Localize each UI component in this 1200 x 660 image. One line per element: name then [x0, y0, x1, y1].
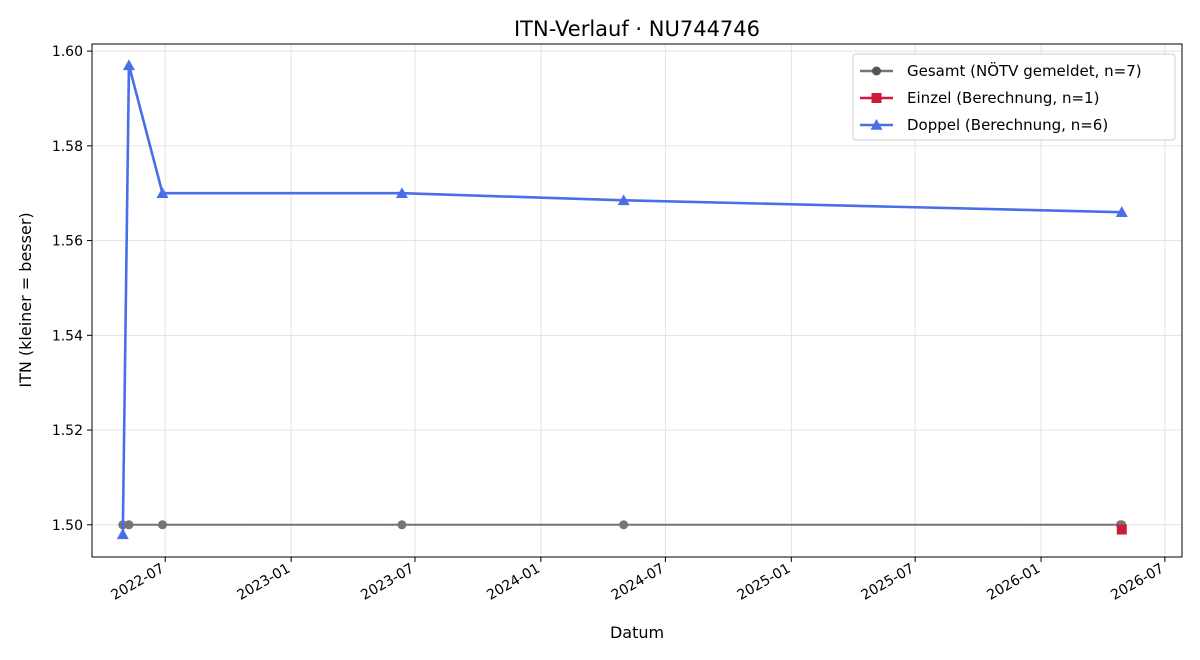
series-2 — [116, 59, 1128, 540]
legend-swatch-marker — [870, 119, 883, 130]
chart-title: ITN-Verlauf · NU744746 — [514, 17, 760, 41]
legend-item: Einzel (Berechnung, n=1) — [860, 89, 1099, 107]
legend-swatch-marker — [872, 66, 881, 76]
data-point — [397, 520, 407, 530]
plot-frame — [91, 43, 1183, 558]
legend-item: Gesamt (NÖTV gemeldet, n=7) — [860, 61, 1142, 80]
y-tick-label: 1.52 — [52, 423, 83, 439]
data-point — [157, 520, 167, 530]
y-tick-label: 1.60 — [52, 44, 83, 60]
legend: Gesamt (NÖTV gemeldet, n=7) Einzel (Berec… — [852, 53, 1176, 141]
x-axis-label: Datum — [610, 623, 664, 642]
y-tick-label: 1.50 — [52, 518, 83, 534]
y-tick-label: 1.56 — [52, 234, 83, 250]
data-point — [116, 528, 129, 540]
data-point — [122, 59, 135, 71]
data-point — [617, 194, 630, 206]
series-layer — [116, 59, 1128, 540]
y-tick-label: 1.54 — [52, 328, 83, 344]
legend-swatch-marker — [871, 93, 882, 103]
data-point — [395, 187, 408, 199]
legend-box — [852, 53, 1176, 141]
y-axis-label: ITN (kleiner = besser) — [16, 212, 35, 387]
legend-label: Einzel (Berechnung, n=1) — [907, 89, 1099, 107]
legend-label: Doppel (Berechnung, n=6) — [907, 116, 1108, 134]
legend-label: Gesamt (NÖTV gemeldet, n=7) — [907, 61, 1142, 80]
series-line — [121, 64, 1122, 535]
data-point — [1115, 206, 1128, 217]
legend-item: Doppel (Berechnung, n=6) — [860, 116, 1108, 134]
data-point — [1116, 524, 1127, 535]
data-point — [619, 520, 629, 530]
data-point — [156, 187, 169, 199]
series-1 — [1116, 524, 1127, 535]
y-tick-label: 1.58 — [52, 139, 83, 155]
data-point — [124, 520, 134, 530]
